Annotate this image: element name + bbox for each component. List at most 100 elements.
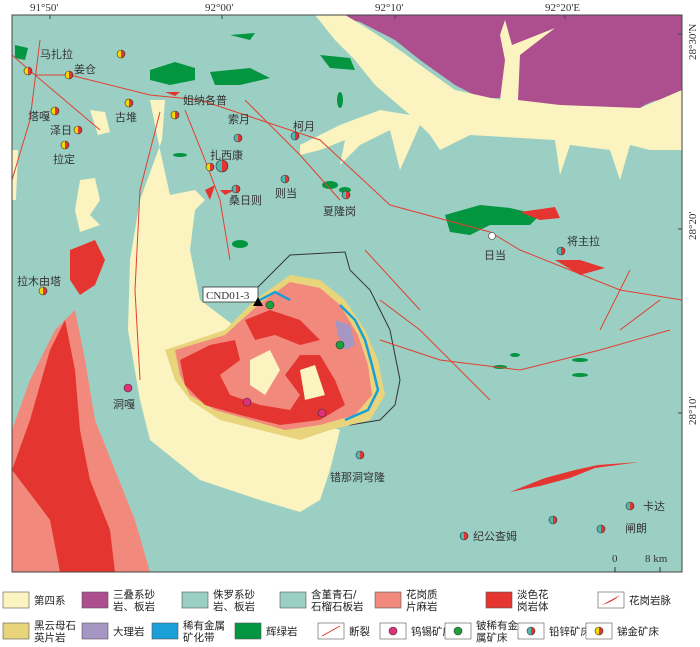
- diabase-body: [445, 205, 540, 235]
- place-label: 错那洞穹隆: [330, 470, 385, 484]
- sample-marker: CND01-3: [202, 286, 263, 306]
- legend-label: 黑云母石: [34, 620, 76, 632]
- pb-zn-deposit-icon: [625, 501, 635, 511]
- w-sn-deposit-icon: [388, 626, 398, 636]
- legend-item: 辉绿岩: [234, 622, 298, 640]
- lat-label: 28°20': [687, 212, 699, 240]
- lat-label: 28°30'N: [687, 24, 699, 60]
- pb-zn-deposit-icon: [548, 515, 558, 525]
- sb-au-deposit-icon: [594, 626, 604, 636]
- place-label: 拉木由塔: [17, 274, 61, 288]
- be-rare-metal-deposit-icon: [265, 300, 275, 310]
- place-label: 洞嘎: [113, 398, 135, 411]
- pb-zn-deposit-icon: [459, 531, 469, 541]
- diabase-body: [210, 68, 270, 85]
- legend-label: 岗岩体: [517, 600, 549, 613]
- marble-band: [335, 320, 355, 350]
- w-sn-deposit-icon: [123, 383, 133, 393]
- sb-au-deposit-icon: [38, 286, 48, 296]
- pb-zn-deposit-icon: [280, 174, 290, 184]
- swatch-diabase: [234, 622, 262, 640]
- legend-item: 断裂: [317, 622, 370, 640]
- place-label: 姜仓: [74, 62, 96, 76]
- faults: [12, 39, 682, 401]
- swatch-rare-metal-zone: [151, 622, 179, 640]
- lon-label: 92°10': [375, 2, 403, 14]
- legend-label: 岩、板岩: [213, 600, 255, 613]
- place-label: 柯月: [293, 120, 315, 133]
- legend-label: 片麻岩: [406, 600, 438, 613]
- diabase-lenses: [173, 92, 588, 377]
- sb-au-deposit-icon: [73, 125, 83, 135]
- sample-label: CND01-3: [206, 290, 250, 302]
- leucogranite-dome: [180, 340, 345, 425]
- swatch-triassic: [81, 591, 109, 609]
- leucogranite-body: [70, 240, 105, 295]
- sample-triangle-icon: [253, 297, 263, 306]
- legend-label: 矿化带: [183, 631, 215, 644]
- pb-zn-deposit-icon: [526, 626, 536, 636]
- sb-au-deposit-icon: [116, 49, 126, 59]
- sb-au-deposit-icon: [205, 162, 215, 172]
- place-label: 夏隆岗: [323, 204, 356, 218]
- scale-end: 8 km: [645, 553, 668, 565]
- be-rare-metal-deposit-icon: [453, 626, 463, 636]
- place-label: 日当: [484, 248, 506, 262]
- quaternary-patch: [75, 178, 100, 232]
- sb-au-deposit-icon: [170, 110, 180, 120]
- rare-metal-zone: [259, 290, 380, 422]
- legend-label: 三叠系砂: [113, 588, 155, 601]
- place-label: 卡达: [643, 500, 665, 513]
- sb-au-deposit-icon: [23, 66, 33, 76]
- scale-bar: 0 8 km: [612, 553, 668, 573]
- be-rare-metal-deposit-icon: [335, 340, 345, 350]
- sb-au-deposit-icon: [64, 70, 74, 80]
- place-label: 扎西康: [210, 148, 243, 162]
- legend-item: 锑金矿床: [585, 622, 659, 640]
- legend-label: 大理岩: [113, 625, 145, 638]
- swatch-granitic-gneiss: [374, 591, 402, 609]
- legend-label: 辉绿岩: [266, 625, 298, 638]
- map-body: [12, 15, 682, 572]
- diabase-body: [150, 62, 195, 85]
- legend-label: 花岗质: [406, 588, 438, 601]
- granite-dike: [510, 462, 640, 492]
- scale-line: [614, 567, 661, 573]
- pb-zn-deposit-icon: [355, 450, 365, 460]
- sb-au-deposit-icon: [60, 140, 70, 150]
- pb-zn-deposit-icon: [231, 184, 241, 194]
- legend-label: 铍稀有金: [476, 619, 518, 632]
- legend-item: 花岗岩脉: [597, 591, 671, 609]
- lon-label: 92°00': [205, 2, 233, 14]
- legend-item: 钨锡矿床: [379, 622, 453, 640]
- leucogranite-dome: [245, 310, 320, 345]
- swatch-marble: [81, 622, 109, 640]
- place-label: 将主拉: [567, 234, 600, 248]
- axis-labels-top: 91°50' 92°00' 92°10' 92°20'E: [30, 2, 580, 14]
- legend: 第四系 三叠系砂岩、板岩侏罗系砂岩、板岩含堇青石/石榴石板岩花岗质片麻岩淡色花岗岩…: [2, 588, 671, 644]
- axis-labels-right: 28°30'N 28°20' 28°10': [687, 24, 699, 425]
- legend-label: 含堇青石/: [311, 588, 357, 601]
- legend-label: 石榴石板岩: [311, 600, 364, 613]
- legend-label: 花岗岩脉: [629, 594, 671, 607]
- legend-label: 钨锡矿床: [411, 625, 453, 638]
- pb-zn-deposit-icon: [215, 159, 229, 173]
- legend-item: 铅锌矿床: [517, 622, 591, 640]
- swatch-leucogranite: [485, 591, 513, 609]
- swatch-jurassic: [181, 591, 209, 609]
- lon-label: 92°20'E: [545, 2, 580, 14]
- legend-label: 稀有金属: [183, 619, 225, 632]
- swatch-biotite-schist: [2, 622, 30, 640]
- place-label: 泽日: [50, 124, 72, 137]
- pb-zn-deposit-icon: [596, 524, 606, 534]
- quaternary-dome-fingers: [250, 350, 325, 400]
- place-label: 索月: [228, 112, 250, 126]
- granite-dike-icon: [602, 595, 620, 605]
- dome-outline: [254, 251, 401, 426]
- lat-label: 28°10': [687, 397, 699, 425]
- place-label: 纪公查姆: [473, 529, 517, 543]
